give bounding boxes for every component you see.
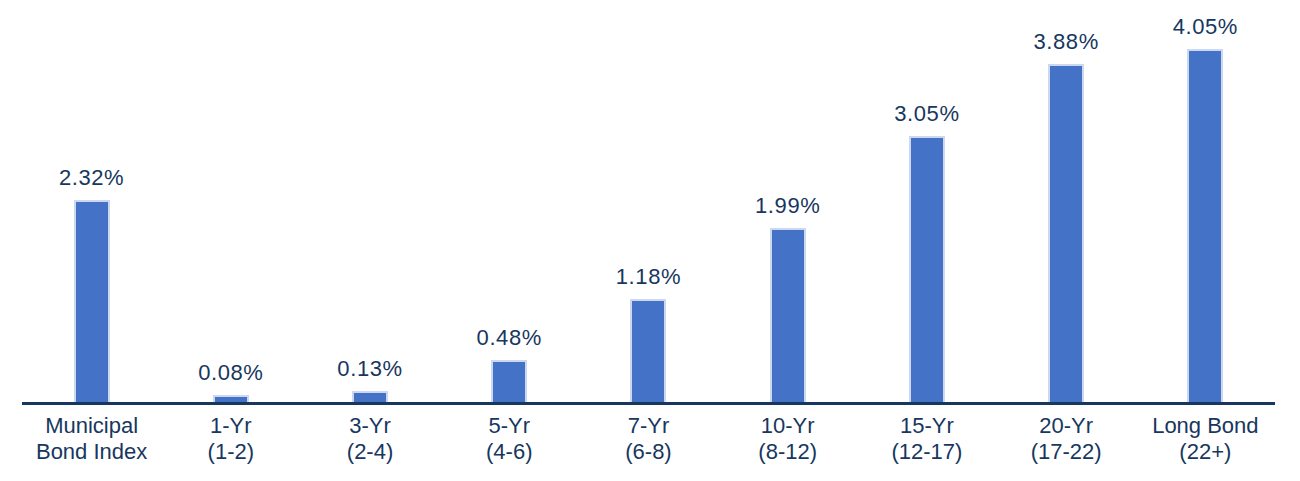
bar-group: 4.05%: [1136, 0, 1275, 402]
x-axis-label: 10-Yr(8-12): [718, 413, 857, 465]
bar-value-label: 0.13%: [337, 356, 402, 382]
x-axis-label-line: Bond Index: [22, 439, 161, 465]
x-axis-label: 1-Yr(1-2): [161, 413, 300, 465]
x-axis-label-line: (17-22): [997, 439, 1136, 465]
bar-value-label: 3.88%: [1033, 29, 1098, 55]
x-axis-label: 15-Yr(12-17): [857, 413, 996, 465]
bar-value-label: 1.18%: [616, 264, 681, 290]
bar-value-label: 2.32%: [59, 165, 124, 191]
x-axis-label: Long Bond(22+): [1136, 413, 1275, 465]
bar-group: 0.13%: [300, 0, 439, 402]
bar: [630, 299, 666, 402]
bar: [213, 395, 249, 402]
x-axis-label-line: (22+): [1136, 439, 1275, 465]
x-axis-label-line: Municipal: [22, 413, 161, 439]
x-axis-label-line: 15-Yr: [857, 413, 996, 439]
x-axis-label: 5-Yr(4-6): [440, 413, 579, 465]
x-axis-label-line: (12-17): [857, 439, 996, 465]
bar: [491, 360, 527, 402]
x-axis-label: 3-Yr(2-4): [300, 413, 439, 465]
x-axis-label: MunicipalBond Index: [22, 413, 161, 465]
x-axis-label-line: (4-6): [440, 439, 579, 465]
bar-group: 1.99%: [718, 0, 857, 402]
x-axis-label-line: (2-4): [300, 439, 439, 465]
bar-chart: 2.32% 0.08% 0.13% 0.48% 1.18% 1.99% 3.05% 3.88%…: [0, 0, 1300, 481]
bar: [74, 200, 110, 402]
bar-value-label: 0.48%: [477, 325, 542, 351]
bar-group: 3.88%: [997, 0, 1136, 402]
bar-group: 0.48%: [440, 0, 579, 402]
x-axis-label-line: 1-Yr: [161, 413, 300, 439]
x-axis-label-line: 20-Yr: [997, 413, 1136, 439]
bar-value-label: 3.05%: [894, 101, 959, 127]
x-axis-label-line: (1-2): [161, 439, 300, 465]
bar: [1187, 49, 1223, 402]
x-axis-label-line: (8-12): [718, 439, 857, 465]
bar-value-label: 4.05%: [1173, 14, 1238, 40]
x-axis-label-line: 3-Yr: [300, 413, 439, 439]
x-axis-labels: MunicipalBond Index1-Yr(1-2)3-Yr(2-4)5-Y…: [22, 413, 1275, 465]
bar-value-label: 0.08%: [198, 360, 263, 386]
x-axis-label-line: 7-Yr: [579, 413, 718, 439]
bar: [909, 136, 945, 402]
bar: [352, 391, 388, 402]
plot-area: 2.32% 0.08% 0.13% 0.48% 1.18% 1.99% 3.05% 3.88%…: [22, 0, 1275, 405]
bar-group: 0.08%: [161, 0, 300, 402]
x-axis-label-line: (6-8): [579, 439, 718, 465]
x-axis-label: 7-Yr(6-8): [579, 413, 718, 465]
bar-group: 2.32%: [22, 0, 161, 402]
x-axis-label-line: 5-Yr: [440, 413, 579, 439]
bar-value-label: 1.99%: [755, 193, 820, 219]
x-axis-label-line: 10-Yr: [718, 413, 857, 439]
bar: [1048, 64, 1084, 402]
bar-group: 1.18%: [579, 0, 718, 402]
bar-group: 3.05%: [857, 0, 996, 402]
x-axis-label: 20-Yr(17-22): [997, 413, 1136, 465]
x-axis-label-line: Long Bond: [1136, 413, 1275, 439]
bar: [770, 228, 806, 402]
